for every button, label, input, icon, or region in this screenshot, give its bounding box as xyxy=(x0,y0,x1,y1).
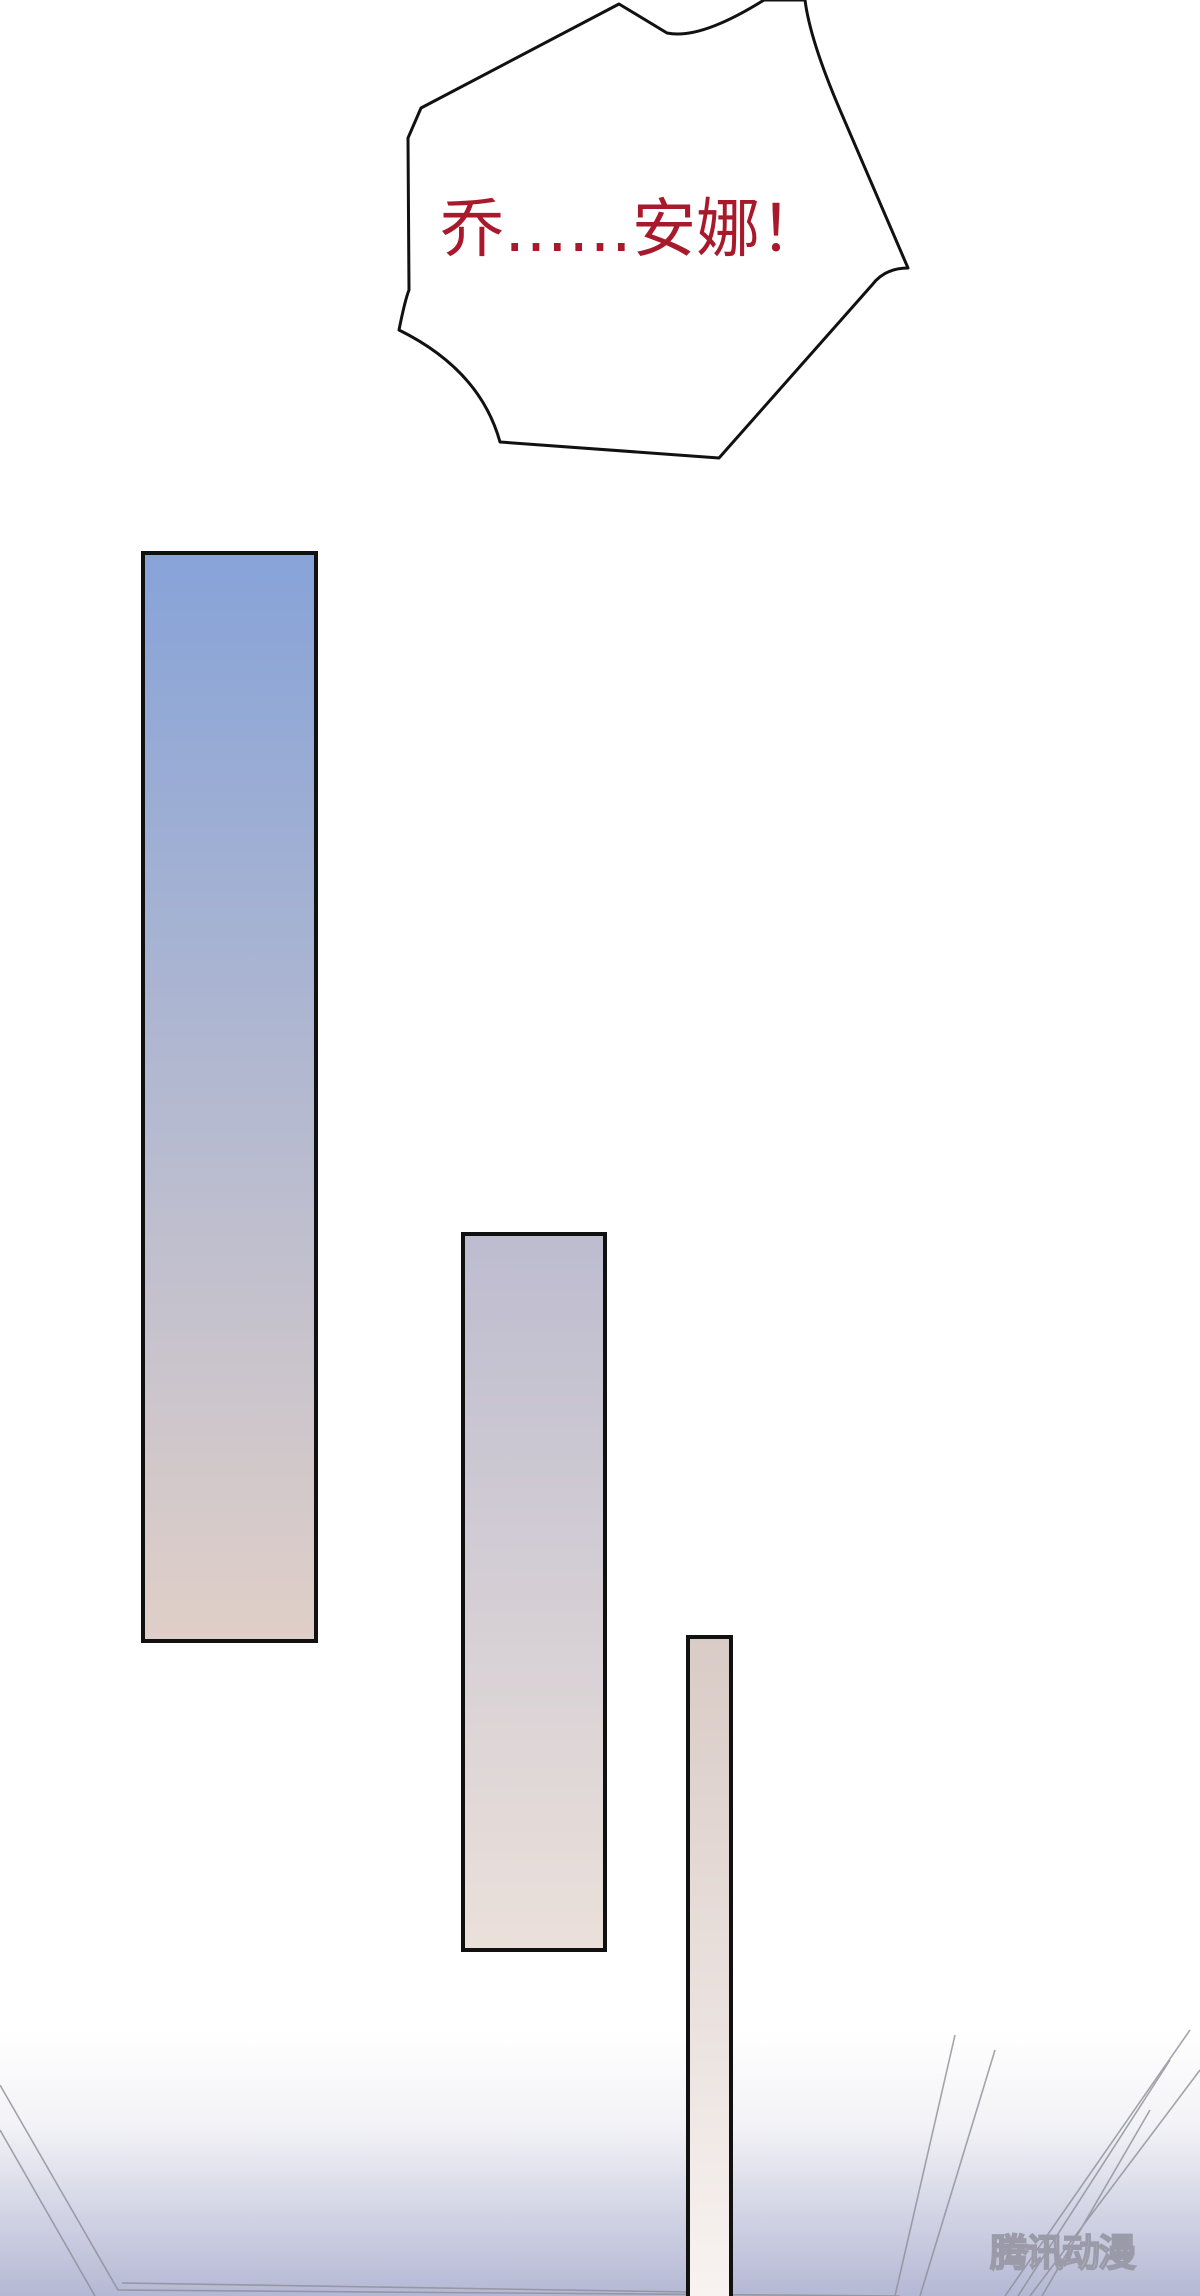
floor-gradient xyxy=(0,2030,1200,2296)
floor-lines xyxy=(0,2029,1200,2296)
speech-bubble xyxy=(397,0,910,460)
narrow-panel xyxy=(686,1635,733,2296)
tall-panel xyxy=(141,551,318,1643)
middle-panel xyxy=(461,1232,607,1952)
watermark-logo: 腾讯动漫 xyxy=(989,2230,1137,2276)
speech-bubble-text: 乔……安娜！ xyxy=(440,193,824,267)
